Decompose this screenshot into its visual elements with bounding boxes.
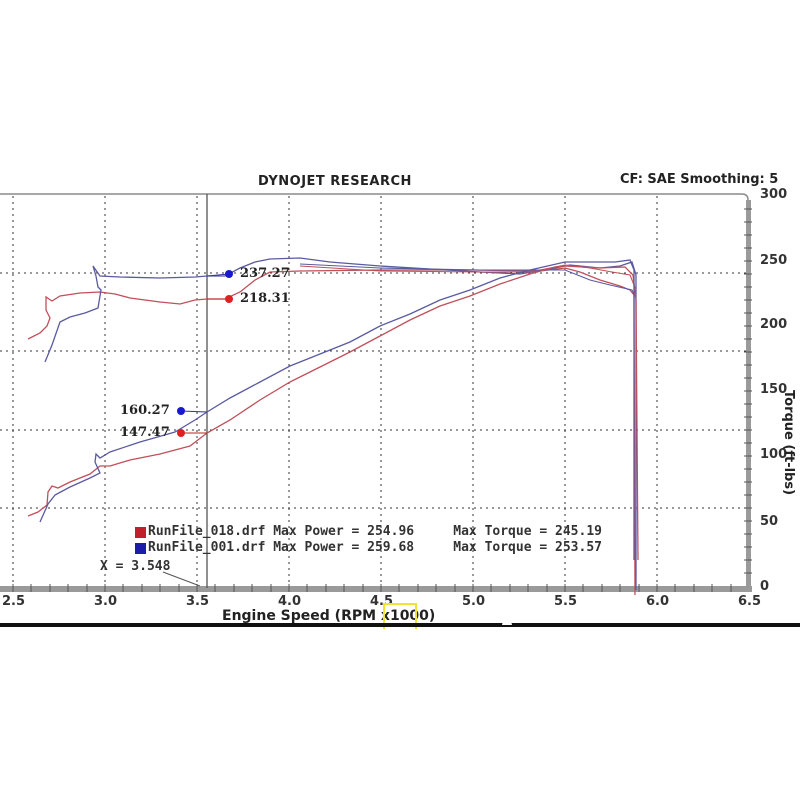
x-axis-label: Engine Speed (RPM x1000): [222, 608, 436, 624]
cursor-dot-blue-power: [177, 407, 185, 415]
y-tick-250: 250: [760, 253, 788, 268]
x-tick-5.0: 5.0: [462, 594, 486, 609]
cursor-pointer: [162, 571, 201, 587]
x-axis-ticks: [12, 584, 732, 592]
chart-settings: CF: SAE Smoothing: 5: [620, 172, 779, 187]
cursor-value-blue-power: 160.27: [120, 403, 170, 418]
progress-knob[interactable]: [502, 620, 512, 625]
cursor-dot-red-torque: [225, 295, 233, 303]
y-axis-label: Torque (ft-lbs): [781, 390, 796, 496]
y-axis-ticks: [744, 208, 752, 574]
x-tick-4.5: 4.5: [370, 594, 394, 609]
x-tick-6.5: 6.5: [738, 594, 762, 609]
legend-row-run001: RunFile_001.drf Max Power = 259.68 Max T…: [135, 540, 602, 556]
legend-swatch-red: [135, 526, 146, 538]
y-tick-100: 100: [760, 447, 788, 462]
x-tick-3.0: 3.0: [94, 594, 118, 609]
y-tick-150: 150: [760, 382, 788, 397]
torque-curve-run018-b: [299, 264, 637, 291]
power-curve-run018: [27, 265, 639, 561]
torque-curve-run001-b: [299, 263, 637, 299]
cursor-value-blue-torque: 237.27: [240, 266, 290, 281]
grid: [0, 196, 746, 586]
chart-title: DYNOJET RESEARCH: [258, 174, 412, 189]
legend: RunFile_018.drf Max Power = 254.96 Max T…: [135, 524, 602, 556]
x-tick-6.0: 6.0: [646, 594, 670, 609]
x-tick-3.5: 3.5: [186, 594, 210, 609]
cursor-dot-red-power: [177, 429, 185, 437]
cursor-value-red-power: 147.47: [120, 425, 170, 440]
x-tick-2.5: 2.5: [2, 594, 26, 609]
y-tick-300: 300: [760, 187, 788, 202]
y-tick-200: 200: [760, 317, 788, 332]
legend-swatch-blue: [135, 542, 146, 554]
cursor-value-red-torque: 218.31: [240, 291, 290, 306]
cursor-x-readout: X = 3.548: [100, 559, 171, 574]
cursor-dot-blue-torque: [225, 270, 233, 278]
x-tick-5.5: 5.5: [554, 594, 578, 609]
legend-row-run018: RunFile_018.drf Max Power = 254.96 Max T…: [135, 524, 602, 540]
x-tick-4.0: 4.0: [278, 594, 302, 609]
y-axis-bar: [746, 200, 751, 592]
yellow-highlight-box: [383, 603, 417, 629]
video-progress-bar[interactable]: [0, 623, 800, 627]
y-tick-0: 0: [760, 579, 770, 594]
y-tick-50: 50: [760, 514, 779, 529]
power-curve-run001: [39, 259, 635, 560]
x-axis-bar: [0, 586, 752, 592]
